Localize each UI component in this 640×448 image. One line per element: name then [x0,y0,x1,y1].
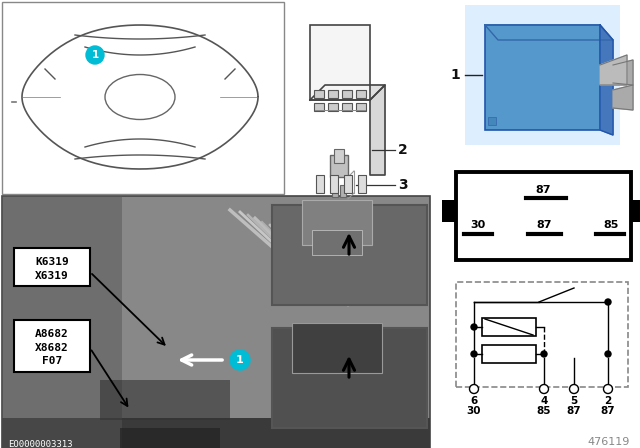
Circle shape [86,46,104,64]
Text: 5: 5 [570,396,578,406]
Bar [328,103,338,111]
Bar [120,428,220,448]
Bar [482,345,536,363]
Bar [316,175,324,193]
Bar [312,230,362,255]
Bar [485,25,600,130]
Text: F07: F07 [42,356,62,366]
Text: 87: 87 [566,406,581,416]
Text: 1: 1 [451,68,460,82]
Circle shape [604,384,612,393]
Circle shape [605,299,611,305]
Polygon shape [485,25,613,40]
Circle shape [570,384,579,393]
Text: 1: 1 [92,50,99,60]
Text: 6: 6 [470,396,477,406]
Bar [100,380,230,420]
Text: 4: 4 [540,396,548,406]
Text: 2: 2 [604,396,612,406]
Text: A8682: A8682 [35,329,69,339]
Text: 85: 85 [604,220,619,230]
Polygon shape [600,25,613,135]
Text: 30: 30 [470,220,486,230]
Polygon shape [613,60,633,85]
Text: X8682: X8682 [35,343,69,353]
Bar [2,196,122,448]
Circle shape [471,351,477,357]
Text: 2: 2 [398,143,408,157]
Polygon shape [613,85,633,110]
Bar [310,25,370,100]
Bar [482,318,536,336]
Bar [442,200,456,222]
Bar [456,282,628,387]
Bar [332,185,338,197]
Bar [356,90,366,98]
Text: 87: 87 [601,406,615,416]
Text: K6319: K6319 [35,257,69,267]
Bar [465,5,620,145]
Text: EO0000003313: EO0000003313 [8,439,72,448]
Bar [631,200,640,222]
Bar [334,149,344,163]
Bar [292,323,382,373]
Text: 30: 30 [467,406,481,416]
Bar [2,196,430,448]
Text: 476119: 476119 [588,437,630,447]
Bar [330,175,338,193]
Bar [272,205,427,305]
Bar [358,175,366,193]
Bar [488,117,496,125]
Circle shape [605,351,611,357]
Circle shape [230,350,250,370]
Bar [340,185,346,197]
Bar [342,90,352,98]
Text: 3: 3 [398,178,408,192]
Bar [272,328,427,428]
Bar [456,172,631,260]
Circle shape [540,384,548,393]
Bar [330,155,348,177]
Circle shape [471,324,477,330]
Bar [344,175,352,193]
Bar [2,2,284,194]
Circle shape [470,384,479,393]
Bar [314,103,324,111]
Text: 87: 87 [535,185,551,195]
Bar [342,103,352,111]
Bar [328,90,338,98]
Circle shape [541,351,547,357]
Text: 87: 87 [536,220,552,230]
Bar [14,320,90,372]
Bar [356,103,366,111]
Polygon shape [370,85,385,175]
Bar [314,90,324,98]
Text: 1: 1 [236,355,244,365]
Polygon shape [600,55,627,85]
Bar [14,248,90,286]
Polygon shape [310,85,385,100]
Text: 85: 85 [537,406,551,416]
Bar [302,200,372,245]
Text: X6319: X6319 [35,271,69,281]
Bar [2,418,430,448]
